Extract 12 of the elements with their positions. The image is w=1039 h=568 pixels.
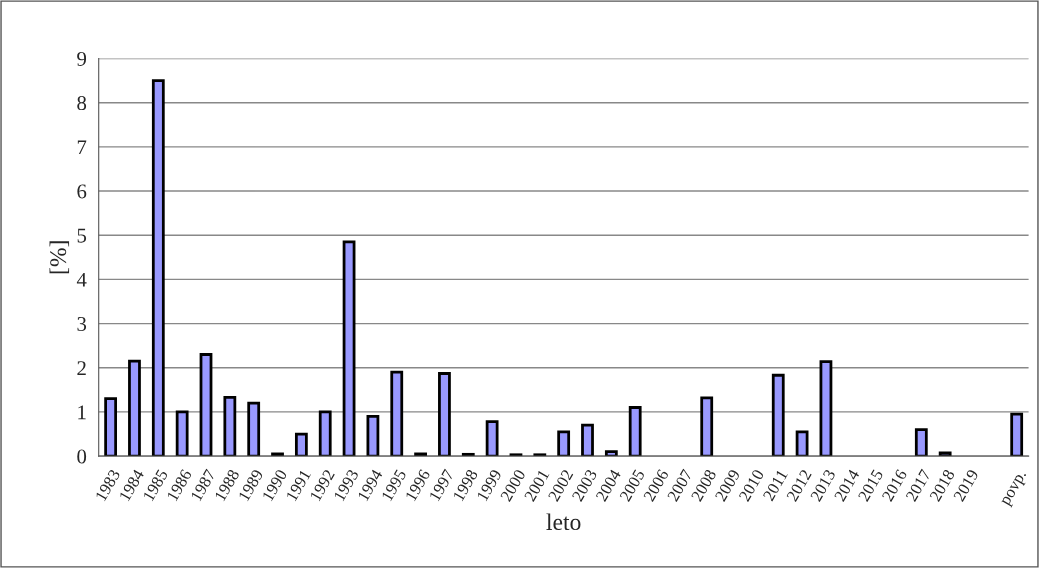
y-tick-label: 6: [77, 184, 87, 199]
y-axis-title: [%]: [49, 241, 70, 274]
y-tick-label: 3: [77, 317, 87, 331]
y-tick-label: 8: [77, 96, 87, 111]
x-axis-title: leto: [546, 513, 581, 531]
y-tick-label: 7: [77, 140, 87, 155]
y-tick-label: 5: [77, 228, 87, 243]
y-tick-label: 9: [77, 51, 87, 66]
y-tick-label: 2: [77, 361, 86, 375]
y-tick-label: 4: [76, 272, 87, 287]
y-tick-label: 0: [77, 449, 87, 464]
y-tick-label: 1: [78, 405, 86, 420]
